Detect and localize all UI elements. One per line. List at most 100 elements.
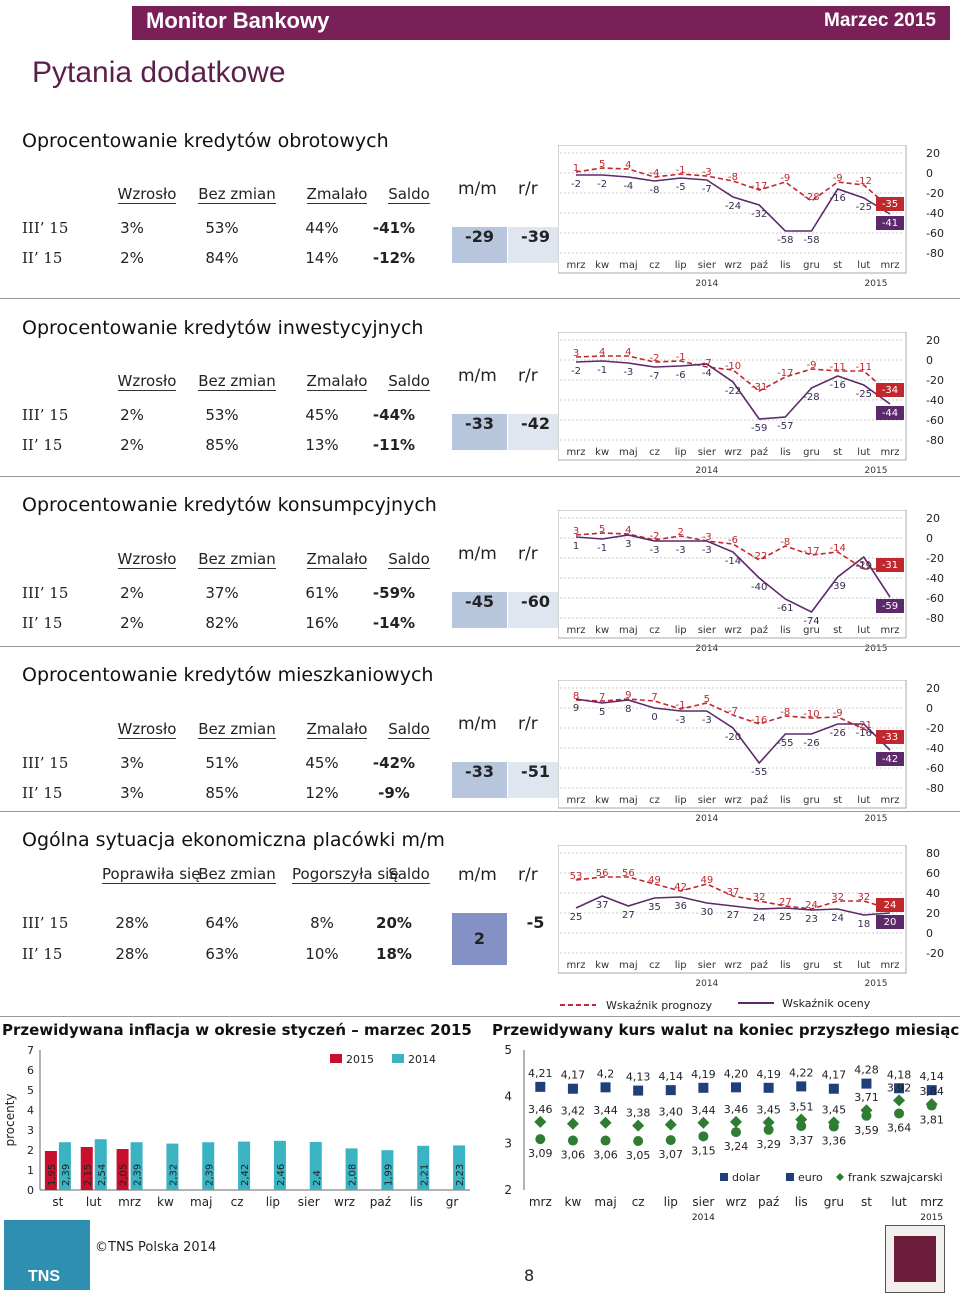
- frank-point: [697, 1116, 710, 1129]
- column-header-label: Wzrosło: [117, 185, 177, 204]
- data-label: 8: [625, 704, 631, 715]
- table-cell: 28%: [115, 914, 149, 932]
- data-label: 27: [727, 910, 740, 921]
- frank-label: 3,45: [756, 1103, 781, 1116]
- x-tick-label: wrz: [724, 260, 742, 271]
- x-tick-label: maj: [619, 447, 638, 458]
- section-table: Wzrosło Bez zmian Zmalało Saldo III’ 15 3% 51%…: [22, 720, 442, 830]
- section-title: Oprocentowanie kredytów konsumpcyjnych: [22, 494, 437, 516]
- legend-euro-label: euro: [798, 1171, 823, 1184]
- data-label: -28: [803, 392, 819, 403]
- euro-label: 4,14: [659, 1070, 684, 1083]
- forecast-series-line: [575, 355, 891, 395]
- data-label: -2: [597, 179, 607, 190]
- y-tick-label: -40: [926, 394, 944, 407]
- assessment-series-line: [575, 534, 891, 614]
- x-tick-label: kw: [595, 960, 609, 971]
- highlight-box: [876, 915, 904, 929]
- data-label: -14: [725, 556, 741, 567]
- data-label: 4: [625, 525, 631, 536]
- x-tick-label: kw: [595, 625, 609, 636]
- data-label: -32: [751, 209, 767, 220]
- y-tick-label: 1: [27, 1164, 34, 1177]
- column-header: Pogorszyła się: [292, 865, 399, 884]
- data-label: -6: [676, 370, 686, 381]
- data-label: -4: [650, 168, 660, 179]
- bar-2014: [417, 1145, 430, 1190]
- frank-label: 3,44: [691, 1104, 716, 1117]
- column-header-label: Saldo: [388, 720, 430, 739]
- x-tick-label: lis: [780, 625, 791, 636]
- y-tick-label: -20: [926, 552, 944, 565]
- dolar-point: [763, 1124, 774, 1135]
- bar-label: 2,05: [119, 1164, 130, 1186]
- rr-value: -51: [508, 762, 563, 798]
- x-tick-label: kw: [565, 1195, 582, 1209]
- chart-frame: [558, 680, 907, 809]
- data-label: 2: [677, 527, 683, 538]
- dolar-point: [567, 1135, 578, 1146]
- data-label: -8: [780, 537, 790, 548]
- column-header: Saldo: [379, 372, 439, 391]
- legend-box: [716, 1169, 946, 1185]
- data-label: 9: [573, 703, 579, 714]
- euro-point: [796, 1081, 807, 1092]
- y-tick-label: -40: [926, 572, 944, 585]
- data-label: 3: [573, 348, 579, 359]
- column-header: Zmalało: [292, 720, 382, 739]
- data-label: -16: [829, 193, 845, 204]
- data-label: -59: [882, 601, 898, 612]
- rr-label: r/r: [518, 179, 538, 199]
- section-title: Ogólna sytuacja ekonomiczna placówki m/m: [22, 829, 445, 851]
- legend-dolar-swatch: [720, 1173, 728, 1181]
- table-cell: 16%: [305, 614, 339, 632]
- inflation-title: Przewidywana inflacja w okresie styczeń …: [2, 1021, 472, 1039]
- highlight-box: [876, 197, 904, 211]
- highlight-box: [876, 383, 904, 397]
- y-tick-label: 60: [926, 867, 940, 880]
- legend-2014-label: 2014: [408, 1053, 436, 1066]
- x-tick-label: lut: [857, 795, 870, 806]
- data-label: -7: [728, 706, 738, 717]
- data-label: -39: [829, 581, 845, 592]
- column-header-label: Poprawiła się: [102, 865, 201, 884]
- euro-label: 4,28: [854, 1064, 879, 1077]
- table-cell: 8%: [310, 914, 334, 932]
- saldo-value: -41%: [372, 219, 416, 237]
- y-tick-label: -60: [926, 414, 944, 427]
- rr-label: r/r: [518, 366, 538, 386]
- data-label: -1: [597, 365, 607, 376]
- data-label: 42: [674, 882, 687, 893]
- x-tick-label: mrz: [920, 1195, 943, 1209]
- x-tick-label: wrz: [725, 1195, 746, 1209]
- x-tick-label: lip: [675, 960, 687, 971]
- x-tick-label: st: [833, 960, 842, 971]
- bar-label: 2,46: [276, 1164, 287, 1186]
- row-label: III’ 15: [22, 754, 69, 772]
- column-header: Saldo: [379, 550, 439, 569]
- data-label: 3: [625, 539, 631, 550]
- y-tick-label: -40: [926, 207, 944, 220]
- y-tick-label: -80: [926, 612, 944, 625]
- column-header: Saldo: [379, 865, 439, 884]
- mm-label: m/m: [458, 366, 497, 386]
- data-label: -11: [829, 362, 845, 373]
- mm-label: m/m: [458, 179, 497, 199]
- euro-label: 4,17: [822, 1069, 847, 1082]
- x-tick-label: sier: [698, 960, 717, 971]
- table-cell: 44%: [305, 219, 339, 237]
- bar-2015: [44, 1151, 57, 1190]
- data-label: 25: [570, 912, 583, 923]
- x-tick-label: wrz: [724, 625, 742, 636]
- column-header: Saldo: [379, 185, 439, 204]
- dolar-label: 3,37: [789, 1134, 814, 1147]
- euro-point: [763, 1082, 774, 1093]
- y-tick-label: -20: [926, 187, 944, 200]
- forecast-series-line: [575, 698, 891, 742]
- y-tick-label: 2: [27, 1144, 34, 1157]
- euro-label: 4,18: [887, 1068, 912, 1081]
- data-label: -8: [650, 185, 660, 196]
- data-label: -26: [829, 728, 845, 739]
